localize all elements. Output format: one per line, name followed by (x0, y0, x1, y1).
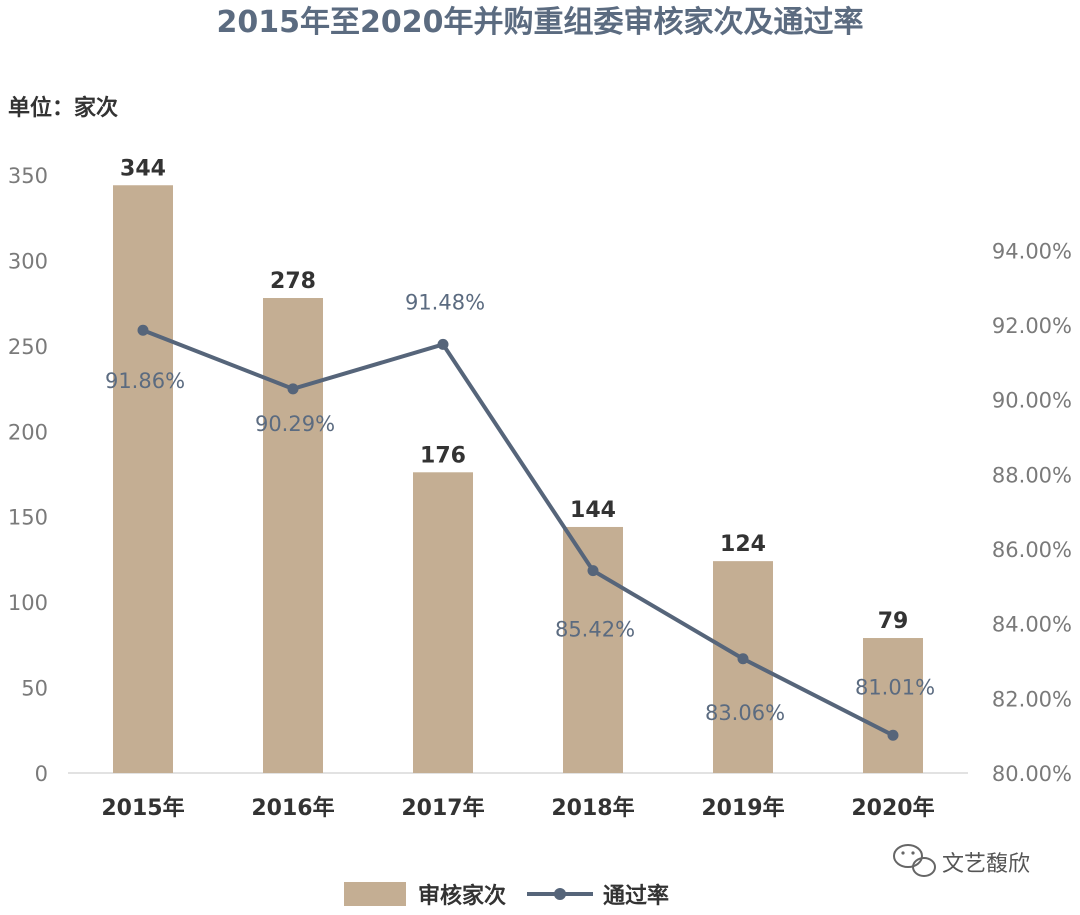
bar (863, 638, 923, 773)
bar (713, 561, 773, 773)
left-axis-tick-label: 0 (35, 762, 48, 786)
left-axis-tick-label: 200 (8, 420, 48, 444)
left-axis-tick-label: 350 (8, 164, 48, 188)
rate-value-label: 83.06% (705, 701, 785, 725)
legend-label-bar: 审核家次 (418, 883, 506, 909)
bar (263, 298, 323, 773)
line-point (287, 383, 299, 395)
bar-value-label: 144 (570, 498, 616, 523)
right-axis-tick-label: 80.00% (992, 762, 1072, 786)
x-axis-tick-label: 2018年 (551, 795, 634, 821)
x-axis-tick-label: 2017年 (401, 795, 484, 821)
bar (113, 185, 173, 773)
right-axis-tick-label: 94.00% (992, 239, 1072, 263)
series-line (142, 328, 894, 738)
legend-swatch-bar (344, 882, 406, 906)
rate-value-label: 91.86% (105, 369, 185, 393)
wechat-icon (893, 844, 936, 877)
left-axis-tick-label: 250 (8, 335, 48, 359)
left-axis-tick-label: 100 (8, 591, 48, 615)
bar (563, 526, 623, 773)
rate-value-label: 90.29% (255, 412, 335, 436)
x-axis-tick-label: 2020年 (851, 795, 934, 821)
bar-value-label: 176 (420, 443, 466, 468)
x-axis-tick-label: 2019年 (701, 795, 784, 821)
right-axis-tick-label: 88.00% (992, 463, 1072, 487)
right-axis-tick-label: 84.00% (992, 613, 1072, 637)
right-axis-tick-label: 86.00% (992, 538, 1072, 562)
bar (413, 472, 473, 773)
right-axis-tick-label: 82.00% (992, 687, 1072, 711)
unit-label: 单位：家次 (8, 95, 118, 121)
left-axis-tick-label: 150 (8, 506, 48, 530)
bar-value-label: 278 (270, 269, 316, 294)
legend-label-line: 通过率 (603, 883, 669, 909)
rate-value-label: 91.48% (405, 290, 485, 314)
x-axis-tick-label: 2015年 (101, 795, 184, 821)
bar-value-label: 344 (120, 156, 166, 181)
legend-swatch-dot (554, 888, 566, 900)
line-point (737, 653, 749, 665)
chart-title: 2015年至2020年并购重组委审核家次及通过率 (217, 5, 864, 40)
right-axis-tick-label: 90.00% (992, 389, 1072, 413)
left-axis-tick-label: 300 (8, 249, 48, 273)
line-point (137, 324, 149, 336)
rate-value-label: 81.01% (855, 675, 935, 699)
right-axis-tick-label: 92.00% (992, 314, 1072, 338)
rate-value-label: 85.42% (555, 618, 635, 642)
bar-value-label: 79 (878, 609, 909, 634)
line-point (437, 338, 449, 350)
bar-value-label: 124 (720, 532, 766, 557)
watermark-text: 文艺馥欣 (942, 852, 1030, 877)
x-axis-tick-label: 2016年 (251, 795, 334, 821)
line-point (887, 729, 899, 741)
left-axis-tick-label: 50 (21, 677, 48, 701)
line-point (587, 565, 599, 577)
